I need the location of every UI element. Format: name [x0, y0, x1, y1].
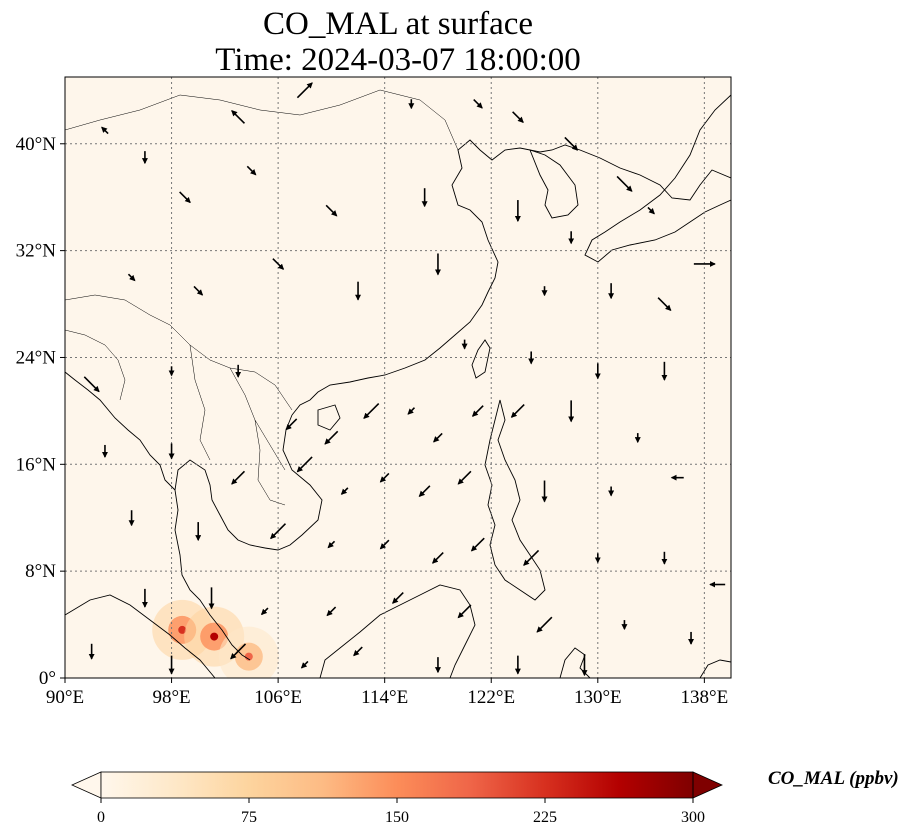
map-content	[65, 77, 731, 678]
tick-label-lat: 32°N	[16, 241, 57, 262]
co-hotspot-core	[244, 652, 253, 661]
coastlines	[65, 94, 731, 678]
tick-label-lat: 40°N	[16, 134, 57, 155]
colorbar-extend-max	[692, 771, 723, 799]
wind-arrow	[83, 376, 100, 393]
axis-ticks: 90°E 98°E 106°E 114°E 122°E 130°E 138°E 0° 8°N 16…	[16, 134, 729, 708]
map-frame	[64, 76, 732, 679]
gridlines	[65, 77, 731, 678]
wind-arrow	[231, 110, 246, 124]
coastline-philippines	[484, 399, 546, 601]
colorbar-tick-label: 150	[385, 809, 409, 826]
wind-arrow	[127, 273, 136, 282]
wind-arrow	[272, 258, 285, 270]
wind-arrow	[326, 606, 337, 617]
colorbar-extend-min	[71, 771, 102, 799]
wind-arrow	[432, 551, 444, 564]
wind-arrow	[325, 204, 338, 217]
wind-arrow	[260, 607, 269, 616]
wind-arrow	[296, 82, 313, 99]
coastline-sulawesi	[559, 647, 591, 678]
co-hotspot-core	[210, 632, 219, 641]
tick-label-lat: 0°	[39, 668, 56, 689]
wind-arrow	[379, 472, 390, 483]
wind-arrow	[457, 604, 472, 619]
wind-arrow	[327, 540, 336, 549]
country-borders	[65, 89, 459, 506]
colorbar-tick-label: 300	[681, 809, 705, 826]
coastline-thailand-malay	[174, 459, 266, 661]
wind-arrow	[510, 404, 525, 418]
colorbar-gradient	[101, 772, 693, 798]
wind-arrow	[657, 297, 672, 312]
wind-arrow	[246, 165, 257, 176]
wind-arrow	[285, 418, 298, 431]
coastline-hainan	[317, 404, 341, 431]
wind-arrow	[353, 646, 363, 657]
coastline-new-guinea-west	[699, 659, 731, 678]
colorbar-ticks: 0 75 150 225 300	[97, 798, 705, 826]
tick-label-lat: 24°N	[16, 347, 57, 368]
colorbar-label: CO_MAL (ppbv)	[768, 768, 899, 789]
wind-arrow	[407, 407, 416, 415]
map-background	[65, 77, 731, 678]
tick-label-lat: 8°N	[25, 561, 56, 582]
wind-arrow	[523, 549, 540, 566]
tick-label-lon: 90°E	[46, 687, 84, 708]
wind-arrow	[536, 616, 553, 633]
coastline-taiwan	[471, 339, 491, 379]
border-china-mongolia	[65, 89, 459, 151]
wind-arrow	[418, 485, 431, 497]
colorbar-tick-label: 75	[241, 809, 257, 826]
coastline-borneo	[319, 584, 476, 678]
tick-label-lat: 16°N	[16, 454, 57, 475]
tick-label-lon: 106°E	[254, 687, 302, 708]
colorbar-tick-label: 225	[533, 809, 557, 826]
wind-arrow	[379, 539, 390, 550]
wind-arrow	[564, 136, 579, 151]
colorbar-tick-label: 0	[97, 809, 105, 826]
wind-arrow	[179, 191, 191, 204]
wind-arrow	[230, 643, 247, 660]
wind-arrow	[324, 430, 339, 445]
tick-label-lon: 122°E	[467, 687, 515, 708]
wind-vectors	[83, 82, 726, 677]
wind-arrow	[433, 432, 443, 443]
co-hotspot-core	[178, 625, 187, 634]
wind-arrow	[392, 592, 404, 604]
coastline-myanmar	[65, 371, 176, 491]
wind-arrow	[471, 405, 484, 417]
border-bangladesh	[65, 329, 126, 401]
wind-arrow	[296, 456, 313, 473]
wind-arrow	[340, 487, 349, 495]
coastline-japan	[584, 94, 731, 263]
coastline-mainland-china	[291, 139, 731, 416]
tick-label-lon: 138°E	[681, 687, 729, 708]
colorbar: 0 75 150 225 300	[71, 771, 723, 826]
map-title-line2: Time: 2024-03-07 18:00:00	[215, 42, 581, 78]
wind-arrow	[300, 660, 309, 669]
wind-arrow	[473, 98, 483, 109]
border-indochina-interior	[189, 344, 286, 506]
wind-arrow	[647, 206, 655, 215]
wind-arrow	[470, 537, 485, 552]
wind-arrow	[101, 126, 109, 135]
coastline-sumatra	[65, 594, 216, 678]
wind-arrow	[363, 402, 380, 419]
tick-label-lon: 130°E	[574, 687, 622, 708]
wind-arrow	[193, 285, 204, 296]
wind-arrow	[270, 523, 287, 540]
tick-label-lon: 114°E	[361, 687, 408, 708]
coastline-korea	[529, 149, 579, 219]
wind-arrow	[512, 111, 524, 124]
tick-label-lon: 98°E	[152, 687, 190, 708]
coastline-vietnam	[264, 414, 323, 551]
map-title-line1: CO_MAL at surface	[262, 6, 534, 42]
wind-arrow	[616, 175, 633, 192]
wind-arrow	[457, 470, 472, 485]
wind-arrow	[231, 470, 246, 485]
